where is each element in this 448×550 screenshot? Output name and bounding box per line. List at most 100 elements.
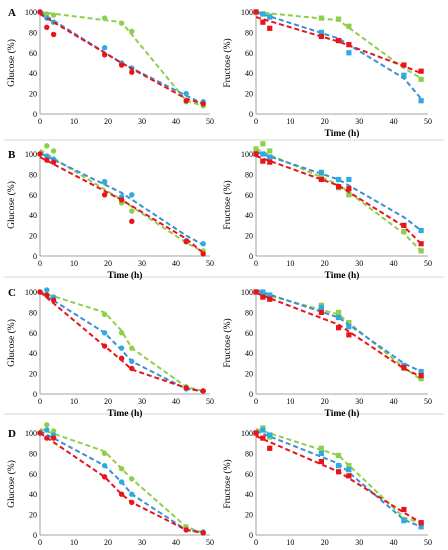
data-point-red bbox=[129, 69, 135, 75]
data-point-red bbox=[44, 292, 50, 298]
x-tick-label: 40 bbox=[172, 259, 180, 268]
x-tick-label: 40 bbox=[390, 538, 398, 547]
fit-line-green bbox=[255, 11, 422, 80]
data-point-red bbox=[418, 241, 424, 247]
x-tick-label: 10 bbox=[286, 259, 294, 268]
x-tick-label: 10 bbox=[286, 117, 294, 126]
y-tick-label: 100 bbox=[25, 429, 37, 438]
data-point-green bbox=[335, 16, 342, 22]
y-tick-label: 80 bbox=[245, 308, 253, 317]
y-tick-label: 0 bbox=[33, 110, 37, 119]
x-axis-title: Time (h) bbox=[325, 128, 360, 139]
fit-line-green bbox=[39, 291, 204, 392]
x-axis-title: Time (h) bbox=[325, 270, 360, 281]
data-point-green bbox=[129, 345, 135, 351]
x-tick-label: 0 bbox=[254, 538, 258, 547]
data-point-blue bbox=[267, 432, 273, 438]
x-tick-label: 30 bbox=[138, 117, 146, 126]
y-tick-label: 40 bbox=[245, 69, 253, 78]
panel-letter: C bbox=[8, 287, 16, 299]
x-tick-label: 50 bbox=[424, 538, 432, 547]
y-tick-label: 100 bbox=[25, 288, 37, 297]
data-point-red bbox=[260, 19, 266, 25]
fit-line-blue bbox=[255, 151, 422, 232]
x-tick-label: 50 bbox=[424, 117, 432, 126]
data-point-red bbox=[118, 197, 125, 203]
y-tick-label: 40 bbox=[245, 490, 253, 499]
data-point-green bbox=[346, 23, 352, 29]
x-tick-label: 50 bbox=[206, 117, 214, 126]
y-tick-label: 60 bbox=[29, 191, 37, 200]
data-point-blue bbox=[335, 463, 342, 469]
y-tick-label: 40 bbox=[245, 211, 253, 220]
x-tick-label: 40 bbox=[390, 397, 398, 406]
x-tick-label: 40 bbox=[172, 397, 180, 406]
data-point-red bbox=[50, 435, 57, 441]
y-tick-label: 0 bbox=[249, 252, 253, 261]
data-point-red bbox=[37, 289, 43, 295]
x-tick-label: 0 bbox=[254, 397, 258, 406]
y-tick-label: 40 bbox=[29, 490, 37, 499]
data-point-blue bbox=[101, 45, 108, 51]
x-tick-label: 20 bbox=[321, 538, 329, 547]
x-tick-label: 0 bbox=[254, 117, 258, 126]
panel-letter: D bbox=[8, 428, 16, 440]
data-point-blue bbox=[129, 192, 135, 198]
data-point-red bbox=[401, 222, 407, 228]
y-tick-label: 0 bbox=[33, 390, 37, 399]
data-point-blue bbox=[101, 462, 108, 469]
y-axis-title: Fructose (%) bbox=[222, 38, 233, 87]
x-axis-title: Time (h) bbox=[108, 270, 143, 281]
panel-letter: B bbox=[8, 149, 16, 161]
data-point-red bbox=[101, 192, 108, 198]
data-point-red bbox=[335, 325, 342, 331]
fit-line-red bbox=[39, 432, 204, 534]
x-tick-label: 40 bbox=[390, 117, 398, 126]
y-tick-label: 0 bbox=[33, 531, 37, 540]
data-point-red bbox=[44, 435, 50, 441]
data-point-green bbox=[418, 76, 424, 82]
x-tick-label: 50 bbox=[206, 259, 214, 268]
data-point-blue bbox=[401, 72, 407, 78]
panel-letter: A bbox=[8, 7, 16, 19]
fit-line-green bbox=[255, 427, 422, 524]
x-tick-label: 20 bbox=[104, 397, 112, 406]
y-tick-label: 80 bbox=[245, 170, 253, 179]
x-tick-label: 0 bbox=[38, 117, 42, 126]
y-tick-label: 80 bbox=[29, 308, 37, 317]
data-point-green bbox=[129, 208, 135, 214]
y-tick-label: 0 bbox=[249, 110, 253, 119]
x-tick-label: 0 bbox=[38, 397, 42, 406]
data-point-blue bbox=[346, 324, 352, 330]
y-tick-label: 60 bbox=[245, 49, 253, 58]
data-point-green bbox=[118, 466, 125, 472]
data-point-red bbox=[260, 158, 266, 164]
data-point-red bbox=[200, 251, 206, 257]
data-point-red bbox=[253, 151, 259, 157]
data-point-blue bbox=[183, 90, 189, 97]
x-tick-label: 30 bbox=[138, 259, 146, 268]
data-point-red bbox=[50, 159, 57, 165]
fit-line-blue bbox=[39, 291, 204, 392]
data-point-red bbox=[267, 25, 273, 31]
data-point-red bbox=[183, 527, 189, 533]
fit-line-red bbox=[255, 435, 422, 524]
y-tick-label: 60 bbox=[29, 329, 37, 338]
data-point-red bbox=[418, 373, 424, 379]
data-point-red bbox=[118, 62, 125, 68]
data-point-green bbox=[118, 20, 125, 26]
data-point-red bbox=[44, 157, 50, 163]
data-point-red bbox=[346, 186, 352, 192]
fit-line-blue bbox=[39, 11, 204, 105]
data-point-blue bbox=[118, 345, 125, 351]
data-point-green bbox=[50, 148, 57, 154]
fit-line-blue bbox=[255, 11, 422, 100]
data-point-red bbox=[335, 37, 342, 44]
data-point-red bbox=[183, 98, 189, 104]
data-point-red bbox=[129, 499, 135, 506]
data-point-red bbox=[318, 33, 324, 40]
y-axis-title: Glucose (%) bbox=[6, 460, 17, 508]
data-point-red bbox=[101, 343, 108, 349]
x-tick-label: 50 bbox=[206, 397, 214, 406]
